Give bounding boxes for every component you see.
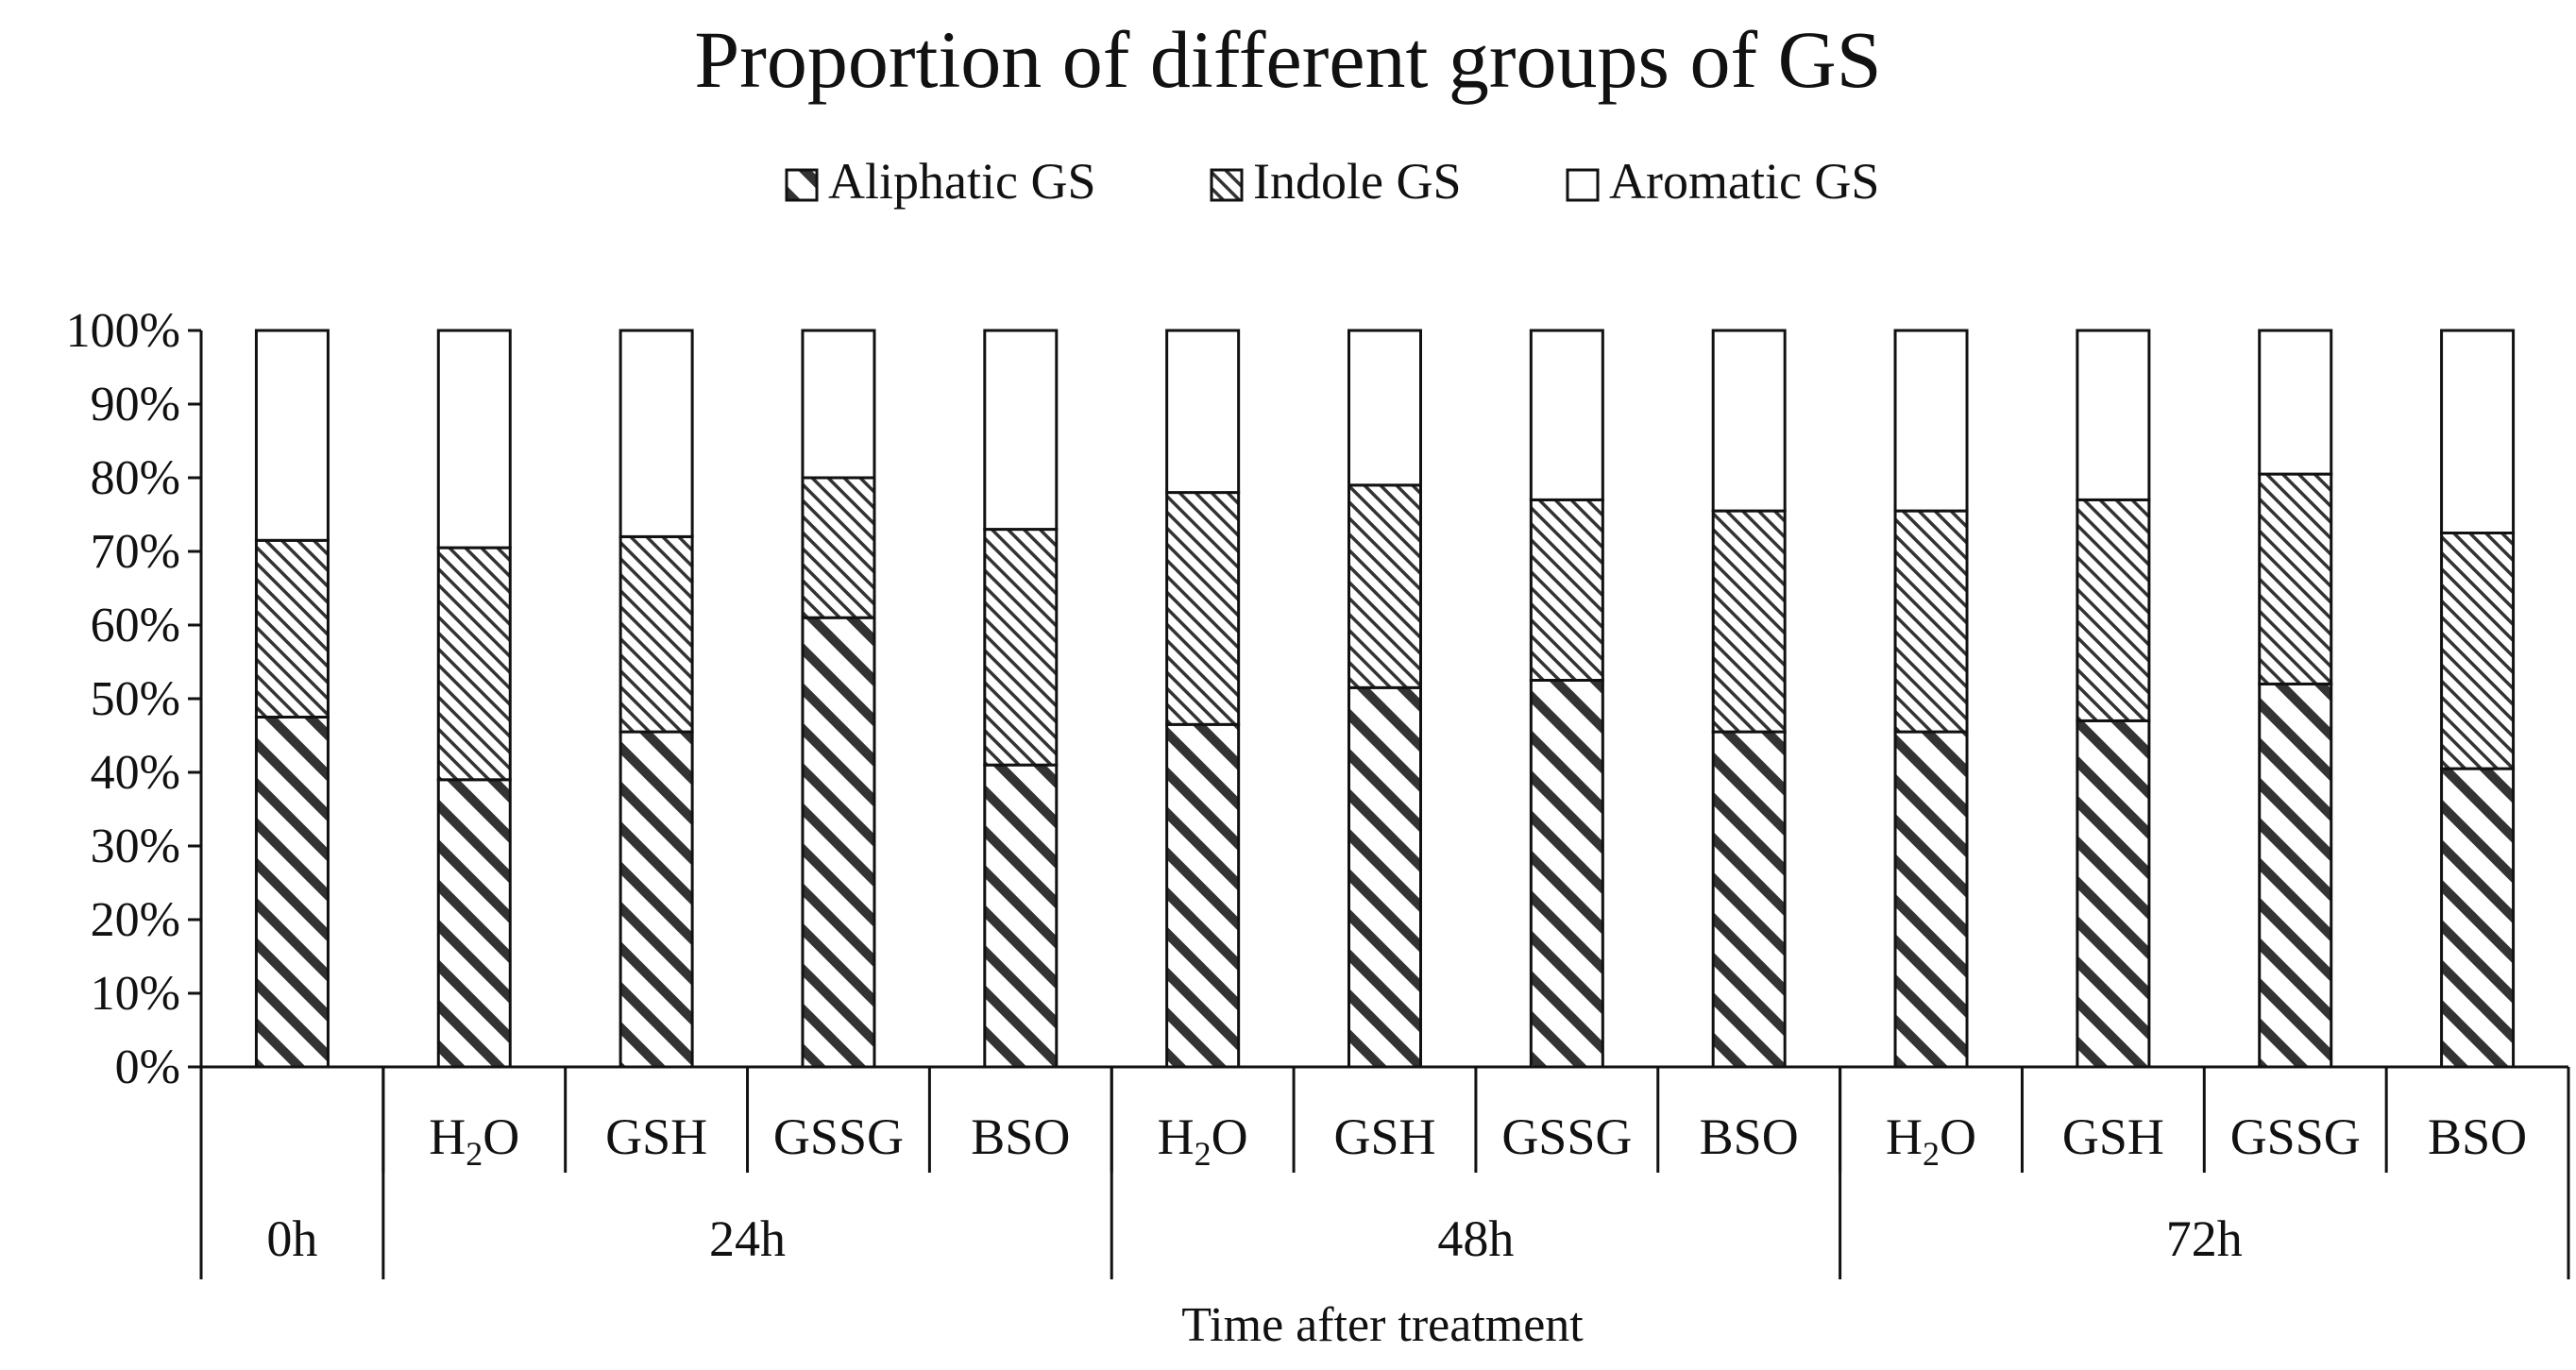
treatment-label: H2O [429, 1108, 519, 1173]
legend-swatch-indole-gs [1210, 168, 1244, 202]
treatment-label: BSO [2428, 1108, 2527, 1165]
legend-swatch-aromatic-gs [1566, 168, 1600, 202]
y-tick-label: 40% [91, 746, 180, 800]
bar-segment-aromatic-gs [983, 329, 1059, 532]
bar-segment-aliphatic-gs [1711, 730, 1787, 1069]
bar-segment-indole-gs [1893, 509, 1969, 734]
bar-segment-aromatic-gs [1711, 329, 1787, 513]
y-tick-label: 30% [91, 820, 180, 873]
bar-segment-aliphatic-gs [1165, 722, 1241, 1069]
bar-segment-indole-gs [1529, 498, 1604, 683]
bar-segment-indole-gs [2076, 498, 2151, 722]
bar-segment-aliphatic-gs [1893, 730, 1969, 1069]
y-tick-label: 50% [91, 672, 180, 726]
bar-segment-aromatic-gs [1529, 329, 1604, 501]
y-tick-label: 20% [91, 893, 180, 947]
treatment-label: H2O [1158, 1108, 1248, 1173]
y-tick-label: 10% [91, 967, 180, 1021]
bar-segment-indole-gs [2258, 472, 2333, 685]
bar-segment-aromatic-gs [2258, 329, 2333, 476]
treatment-label: GSSG [773, 1108, 904, 1165]
bars-group [254, 329, 2516, 1069]
bar-segment-aliphatic-gs [619, 730, 694, 1069]
bar-segment-aromatic-gs [254, 329, 330, 542]
bar-segment-aliphatic-gs [1347, 685, 1422, 1069]
bar-segment-indole-gs [1347, 483, 1422, 689]
bar-segment-indole-gs [619, 534, 694, 734]
time-group-label: 0h [266, 1210, 317, 1267]
bar-segment-indole-gs [254, 538, 330, 719]
treatment-label: GSH [1333, 1108, 1435, 1165]
x-axis-title: Time after treatment [1181, 1298, 1584, 1352]
bar-segment-indole-gs [1165, 491, 1241, 726]
treatment-label: H2O [1886, 1108, 1976, 1173]
bar-segment-aliphatic-gs [801, 616, 876, 1069]
legend-swatch-aliphatic-gs [785, 168, 819, 202]
bar-segment-aliphatic-gs [2258, 682, 2333, 1069]
time-group-label: 24h [709, 1210, 786, 1267]
legend-label: Aromatic GS [1609, 153, 1879, 210]
y-tick-label: 60% [91, 599, 180, 652]
legend-label: Indole GS [1253, 153, 1461, 210]
y-tick-label: 100% [66, 304, 180, 358]
y-tick-label: 90% [91, 378, 180, 431]
x-axis: 0h 24h 48h 72h H2O GSH GSSG BSO H2O GSH GSSG BSO H2O… [201, 1065, 2570, 1279]
legend-label: Aliphatic GS [828, 153, 1095, 210]
treatment-label: BSO [971, 1108, 1070, 1165]
treatment-label: GSH [605, 1108, 707, 1165]
bar-segment-aliphatic-gs [436, 778, 512, 1069]
time-group-label: 48h [1437, 1210, 1514, 1267]
treatment-label: BSO [1700, 1108, 1799, 1165]
y-tick-label: 80% [91, 451, 180, 505]
bar-segment-aromatic-gs [1165, 329, 1241, 495]
bar-segment-aromatic-gs [619, 329, 694, 538]
bar-segment-aromatic-gs [1893, 329, 1969, 513]
bar-segment-aromatic-gs [801, 329, 876, 480]
bar-segment-indole-gs [1711, 509, 1787, 734]
bar-segment-aromatic-gs [2076, 329, 2151, 501]
bar-segment-aliphatic-gs [983, 763, 1059, 1069]
bar-segment-aromatic-gs [1347, 329, 1422, 487]
bar-segment-aromatic-gs [2440, 329, 2516, 534]
bar-segment-indole-gs [2440, 532, 2516, 770]
bar-segment-indole-gs [983, 528, 1059, 767]
bar-segment-aliphatic-gs [254, 716, 330, 1069]
bar-segment-aliphatic-gs [1529, 679, 1604, 1069]
chart-title: Proportion of different groups of GS [694, 14, 1881, 105]
bar-segment-indole-gs [801, 476, 876, 619]
y-tick-label: 0% [115, 1040, 180, 1094]
bar-segment-indole-gs [436, 546, 512, 782]
time-group-label: 72h [2166, 1210, 2243, 1267]
bar-segment-aliphatic-gs [2076, 719, 2151, 1069]
legend: Aliphatic GS Indole GS Aromatic GS [785, 153, 1879, 210]
bar-segment-aromatic-gs [436, 329, 512, 550]
y-axis: 0% 10% 20% 30% 40% 50% 60% 70% 80% 90% 100% [66, 304, 203, 1279]
treatment-label: GSH [2062, 1108, 2164, 1165]
treatment-label: GSSG [1501, 1108, 1632, 1165]
y-tick-label: 70% [91, 525, 180, 579]
treatment-label: GSSG [2230, 1108, 2361, 1165]
bar-segment-aliphatic-gs [2440, 767, 2516, 1069]
